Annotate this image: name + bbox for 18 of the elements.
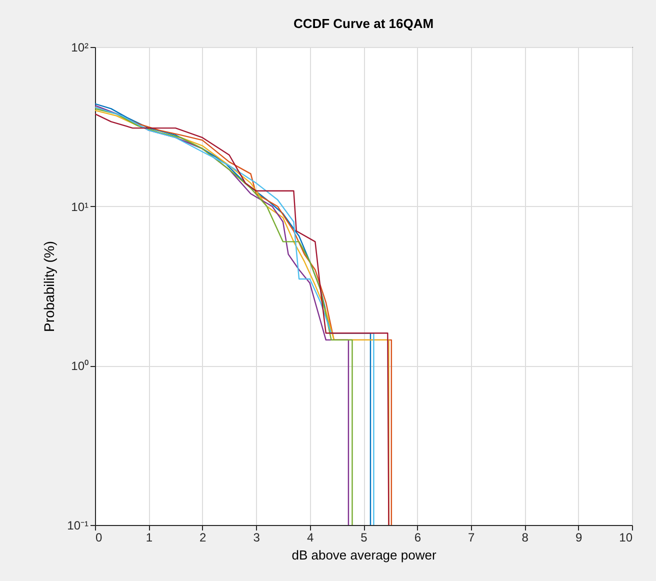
x-tick-label: 10 [619,530,633,544]
x-axis-title: dB above average power [292,548,437,562]
x-tick-label: 4 [306,530,314,544]
x-tick-label: 2 [200,530,207,544]
x-tick-label: 7 [468,530,476,544]
x-tick-label: 8 [522,530,529,544]
y-axis-title: Probability (%) [41,240,58,332]
y-tick-label: 10⁻¹ [67,518,89,532]
x-tick-label: 6 [414,530,422,544]
x-tick-label: 9 [575,530,582,544]
y-tick-label: 10¹ [71,200,89,214]
x-tick-label: 3 [253,530,260,544]
chart-title: CCDF Curve at 16QAM [293,16,434,31]
x-tick-label: 0 [96,530,102,544]
x-tick-label: 1 [146,530,153,544]
y-tick-label: 10⁰ [71,359,88,374]
y-tick-label: 10² [71,40,89,54]
x-tick-label: 5 [360,530,368,544]
